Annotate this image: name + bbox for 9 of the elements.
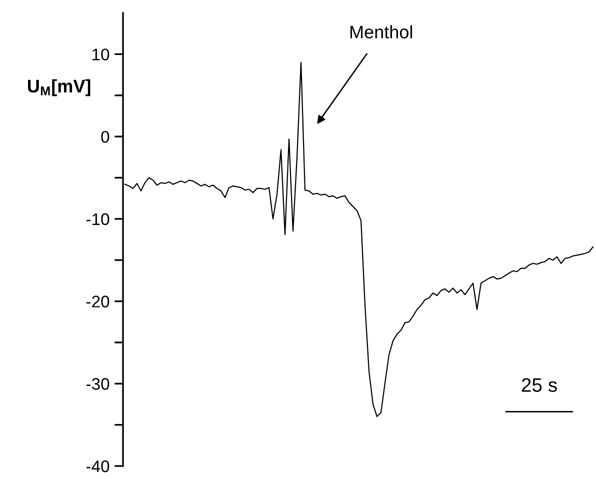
y-tick-label: -20 [86, 296, 110, 308]
annotation: 25 s [522, 378, 557, 392]
y-tick-label: -40 [86, 460, 110, 472]
y-tick-label: -10 [86, 213, 110, 226]
annotation: Menthol [350, 25, 412, 38]
y-tick-label: 0 [101, 130, 110, 143]
y-axis-title: U$_{M}$[mV] [28, 79, 90, 96]
y-tick-label: -30 [86, 378, 110, 390]
y-tick-label: 10 [92, 48, 110, 60]
